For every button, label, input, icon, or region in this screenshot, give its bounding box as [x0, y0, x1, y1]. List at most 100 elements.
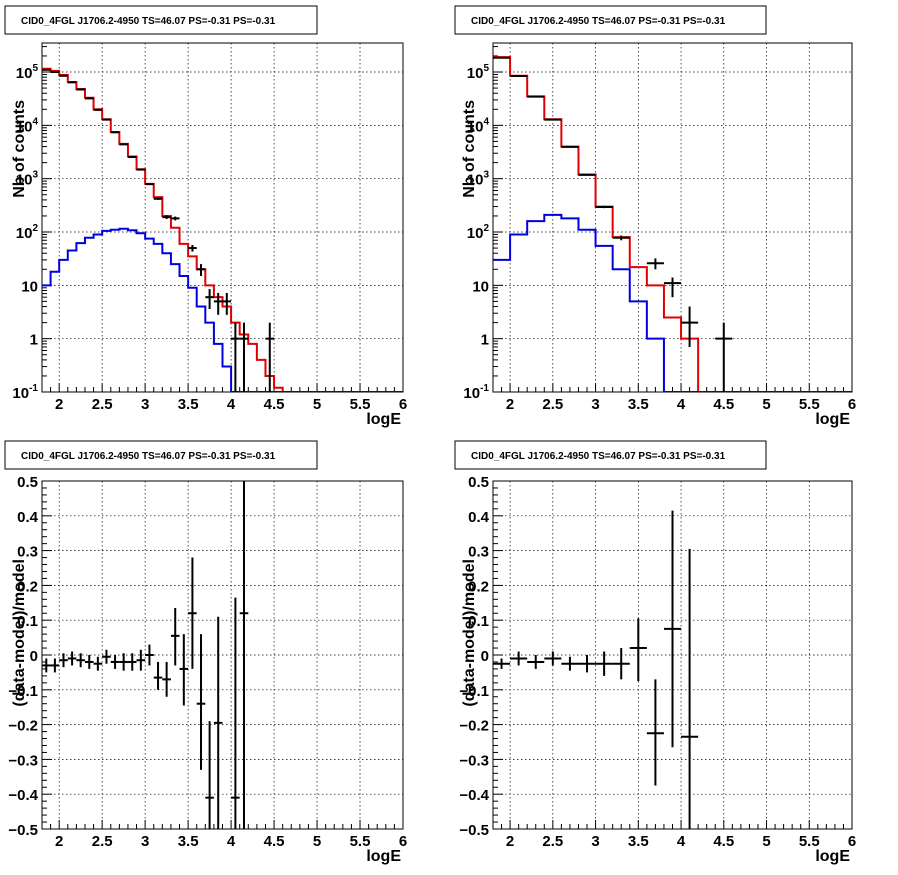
plot-area	[493, 56, 852, 392]
y-tick-label: 103	[16, 170, 39, 189]
y-axis-title: Nb of counts	[11, 100, 28, 198]
x-tick-label: 6	[399, 833, 407, 850]
x-tick-label: 2.5	[542, 396, 563, 413]
data-point	[119, 653, 128, 671]
data-points-series-2	[42, 68, 275, 392]
x-tick-label: 3.5	[628, 833, 649, 850]
y-tick-label: 10-1	[12, 383, 38, 402]
x-tick-label: 4	[677, 396, 686, 413]
y-tick-label: 0.3	[468, 544, 489, 561]
data-point	[153, 661, 163, 690]
y-tick-label: 10	[472, 278, 489, 295]
data-point	[162, 661, 171, 697]
data-point	[595, 205, 613, 209]
y-tick-label: 0.1	[468, 613, 489, 630]
panel-bottom-right: 2 2.5 3 3.5 4 4.5 5 5.5 6 −0.5 −0.4 −0.3 −0.2 −0.1 0 0.…	[454, 440, 856, 865]
x-tick-label: 6	[848, 833, 856, 850]
data-point	[42, 658, 51, 673]
x-tick-label: 6	[399, 396, 407, 413]
data-point	[561, 145, 579, 148]
data-point	[136, 649, 146, 671]
data-point	[561, 656, 579, 671]
title-box	[454, 5, 767, 35]
title-box	[4, 5, 318, 35]
data-point	[196, 634, 206, 770]
data-point	[93, 656, 103, 671]
chart-title: CID0_4FGL J1706.2-4950 TS=46.07 PS=-0.31…	[471, 451, 726, 462]
x-tick-label: 3.5	[178, 396, 199, 413]
data-point	[67, 81, 77, 84]
data-point	[205, 721, 214, 829]
x-tick-label: 5.5	[350, 833, 371, 850]
data-point	[110, 655, 120, 669]
y-tick-label: 0.3	[17, 544, 38, 561]
data-point	[231, 597, 240, 829]
data-point	[76, 653, 85, 668]
y-tick-label: −0.1	[459, 683, 489, 700]
y-axis-title: (data-model)/model	[461, 559, 478, 707]
title-box	[4, 440, 318, 470]
data-point	[188, 245, 197, 252]
x-tick-label: 5	[313, 396, 321, 413]
y-tick-label: 102	[467, 223, 490, 242]
plot-frame	[41, 42, 404, 393]
data-point	[59, 653, 68, 668]
y-tick-label: 1	[30, 332, 38, 349]
x-tick-label: 3	[591, 396, 599, 413]
x-tick-label: 4.5	[264, 396, 285, 413]
plot-area	[493, 510, 699, 829]
chart-title: CID0_4FGL J1706.2-4950 TS=46.07 PS=-0.31…	[471, 16, 726, 27]
y-axis-title: (data-model)/model	[11, 559, 28, 707]
data-point	[119, 143, 128, 146]
data-point	[162, 215, 171, 220]
grid	[493, 43, 852, 392]
x-tick-label: 4.5	[713, 833, 734, 850]
data-point	[188, 557, 197, 669]
data-point	[93, 108, 103, 111]
data-point	[127, 653, 137, 671]
x-tick-label: 2.5	[92, 396, 113, 413]
data-point	[265, 322, 275, 392]
data-points-series-2	[493, 56, 733, 392]
data-point	[231, 322, 240, 392]
y-tick-label: 10-1	[463, 383, 489, 402]
x-axis-title: logE	[366, 848, 401, 865]
data-point	[544, 651, 562, 666]
data-point	[110, 131, 120, 134]
y-tick-label: 103	[467, 170, 490, 189]
y-tick-label: 0	[481, 648, 489, 665]
grid	[42, 43, 403, 392]
data-point	[715, 322, 733, 392]
x-axis-title: logE	[366, 411, 401, 428]
x-axis-title: logE	[815, 848, 850, 865]
histogram-series-0	[493, 56, 852, 392]
data-point	[205, 289, 214, 310]
y-tick-label: −0.5	[8, 822, 38, 839]
data-points-series-0	[493, 510, 699, 829]
x-tick-label: 4	[227, 396, 236, 413]
x-tick-label: 5.5	[799, 833, 820, 850]
x-tick-label: 5	[762, 833, 770, 850]
y-tick-label: 104	[467, 116, 490, 135]
data-point	[222, 292, 232, 315]
data-point	[629, 618, 647, 682]
chart-title: CID0_4FGL J1706.2-4950 TS=46.07 PS=-0.31…	[21, 451, 276, 462]
data-point	[170, 216, 180, 221]
histogram-series-0	[42, 67, 403, 392]
data-point	[612, 235, 630, 241]
data-point	[663, 277, 682, 298]
y-tick-label: −0.3	[8, 752, 38, 769]
x-tick-label: 2.5	[542, 833, 563, 850]
y-tick-label: 105	[467, 63, 490, 82]
x-tick-label: 4	[227, 833, 236, 850]
y-tick-label: −0.4	[459, 787, 489, 804]
data-point	[239, 481, 249, 829]
plot-area	[42, 67, 403, 392]
x-tick-label: 2	[506, 833, 514, 850]
data-point	[67, 651, 77, 666]
histogram-series-1	[42, 227, 403, 392]
y-tick-label: 0.4	[17, 509, 39, 526]
x-tick-label: 5.5	[799, 396, 820, 413]
data-point	[127, 155, 137, 158]
data-point	[612, 648, 630, 680]
